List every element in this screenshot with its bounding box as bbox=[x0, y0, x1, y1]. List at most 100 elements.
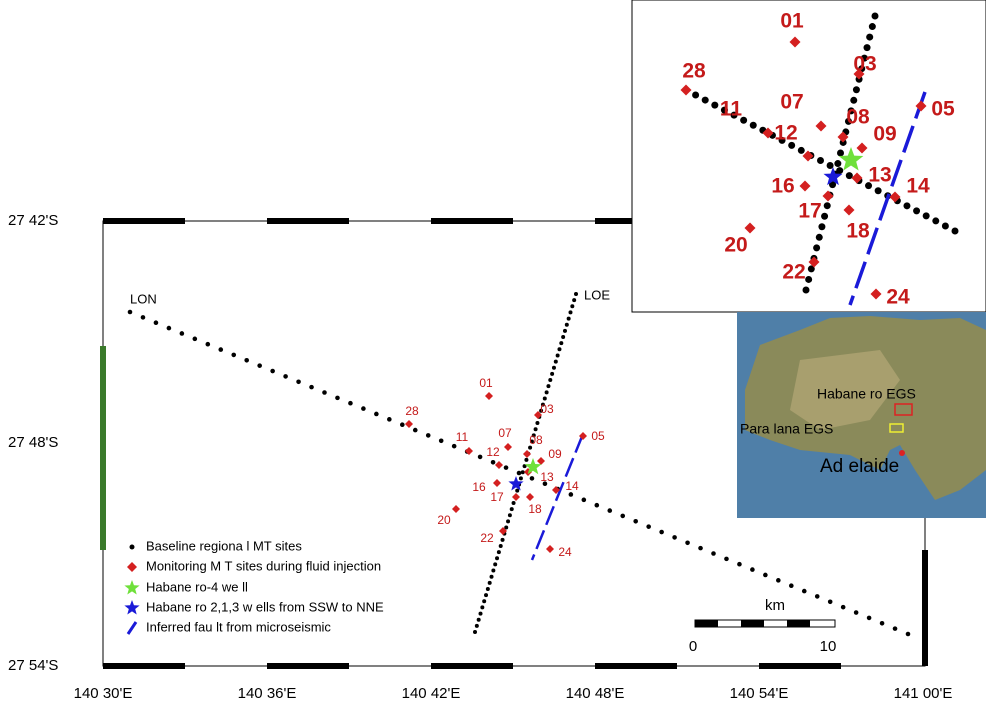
mt-site bbox=[942, 222, 949, 229]
lat-label: 27 48'S bbox=[8, 434, 58, 451]
mt-site bbox=[702, 97, 709, 104]
border-stripe bbox=[595, 663, 677, 669]
mt-site bbox=[872, 13, 879, 20]
lat-label: 27 54'S bbox=[8, 657, 58, 674]
mt-site bbox=[875, 187, 882, 194]
lon-label: 140 42'E bbox=[402, 685, 461, 702]
mt-site bbox=[803, 287, 810, 294]
mt-site bbox=[565, 323, 569, 327]
site-label: 05 bbox=[591, 429, 605, 443]
mt-site bbox=[813, 244, 820, 251]
mt-site bbox=[478, 455, 483, 460]
inset-label: Para lana EGS bbox=[740, 421, 833, 437]
site-label: 03 bbox=[540, 402, 554, 416]
mt-site bbox=[802, 589, 807, 594]
mt-site bbox=[193, 337, 198, 342]
mt-site bbox=[816, 234, 823, 241]
mt-site bbox=[711, 551, 716, 556]
mt-site bbox=[582, 498, 587, 503]
mt-site bbox=[923, 212, 930, 219]
mt-site bbox=[543, 396, 547, 400]
mt-site bbox=[322, 390, 327, 395]
mt-site bbox=[724, 557, 729, 562]
mt-site bbox=[837, 150, 844, 157]
border-stripe bbox=[922, 550, 928, 666]
mt-site bbox=[692, 92, 699, 99]
inset-label: Ad elaide bbox=[820, 456, 899, 477]
mt-site bbox=[154, 320, 159, 325]
mt-site bbox=[595, 503, 600, 508]
mt-site bbox=[869, 23, 876, 30]
mt-site bbox=[283, 374, 288, 379]
mt-site bbox=[128, 310, 133, 315]
legend-label: Inferred fau lt from microseismic bbox=[146, 619, 331, 634]
mt-site bbox=[620, 514, 625, 519]
mt-site bbox=[550, 372, 554, 376]
mt-site bbox=[497, 550, 501, 554]
border-stripe bbox=[431, 663, 513, 669]
mt-site bbox=[231, 353, 236, 358]
mt-site bbox=[475, 624, 479, 628]
mt-site bbox=[646, 524, 651, 529]
mt-site bbox=[387, 417, 392, 422]
mt-site bbox=[491, 569, 495, 573]
mt-site bbox=[257, 363, 262, 368]
mt-site bbox=[841, 605, 846, 610]
mt-site bbox=[906, 632, 911, 637]
site-label: 08 bbox=[846, 106, 870, 129]
site-label: 16 bbox=[771, 175, 794, 198]
mt-site bbox=[206, 342, 211, 347]
mt-site bbox=[508, 513, 512, 517]
mt-site bbox=[270, 369, 275, 374]
border-stripe bbox=[100, 446, 106, 550]
mt-site bbox=[493, 562, 497, 566]
mt-site bbox=[818, 223, 825, 230]
mt-site bbox=[557, 347, 561, 351]
site-label: 05 bbox=[931, 98, 955, 121]
mt-site bbox=[477, 618, 481, 622]
mt-site bbox=[479, 612, 483, 616]
mt-site bbox=[880, 621, 885, 626]
mt-site bbox=[490, 575, 494, 579]
mt-site bbox=[426, 433, 431, 438]
site-label: 14 bbox=[906, 175, 930, 198]
legend-symbol bbox=[130, 545, 135, 550]
site-label: 14 bbox=[565, 479, 579, 493]
mt-site bbox=[244, 358, 249, 363]
mt-site bbox=[535, 421, 539, 425]
mt-site bbox=[309, 385, 314, 390]
mt-site bbox=[817, 157, 824, 164]
mt-site bbox=[554, 360, 558, 364]
mt-site bbox=[913, 207, 920, 214]
mt-site bbox=[932, 217, 939, 224]
mt-site bbox=[296, 379, 301, 384]
mt-site bbox=[568, 310, 572, 314]
mt-site bbox=[805, 276, 812, 283]
site-label: 20 bbox=[437, 513, 451, 527]
site-label: 01 bbox=[780, 10, 804, 33]
inset-label: Habane ro EGS bbox=[817, 386, 916, 402]
mt-site bbox=[546, 384, 550, 388]
mt-site bbox=[348, 401, 353, 406]
mt-site bbox=[815, 594, 820, 599]
mt-site bbox=[834, 160, 841, 167]
mt-site bbox=[521, 470, 525, 474]
site-label: 17 bbox=[798, 200, 821, 223]
scale-unit: km bbox=[765, 597, 785, 614]
mt-site bbox=[763, 573, 768, 578]
line-label: LON bbox=[130, 291, 157, 306]
mt-site bbox=[570, 304, 574, 308]
site-label: 07 bbox=[780, 91, 803, 114]
mt-site bbox=[824, 202, 831, 209]
mt-site bbox=[495, 556, 499, 560]
site-label: 24 bbox=[558, 545, 572, 559]
mt-site bbox=[480, 605, 484, 609]
mt-site bbox=[545, 390, 549, 394]
site-label: 07 bbox=[498, 426, 512, 440]
mt-site bbox=[737, 562, 742, 567]
mt-site bbox=[530, 476, 535, 481]
mt-site bbox=[534, 427, 538, 431]
site-label: 09 bbox=[873, 123, 896, 146]
site-label: 13 bbox=[868, 164, 891, 187]
mt-site bbox=[864, 44, 871, 51]
